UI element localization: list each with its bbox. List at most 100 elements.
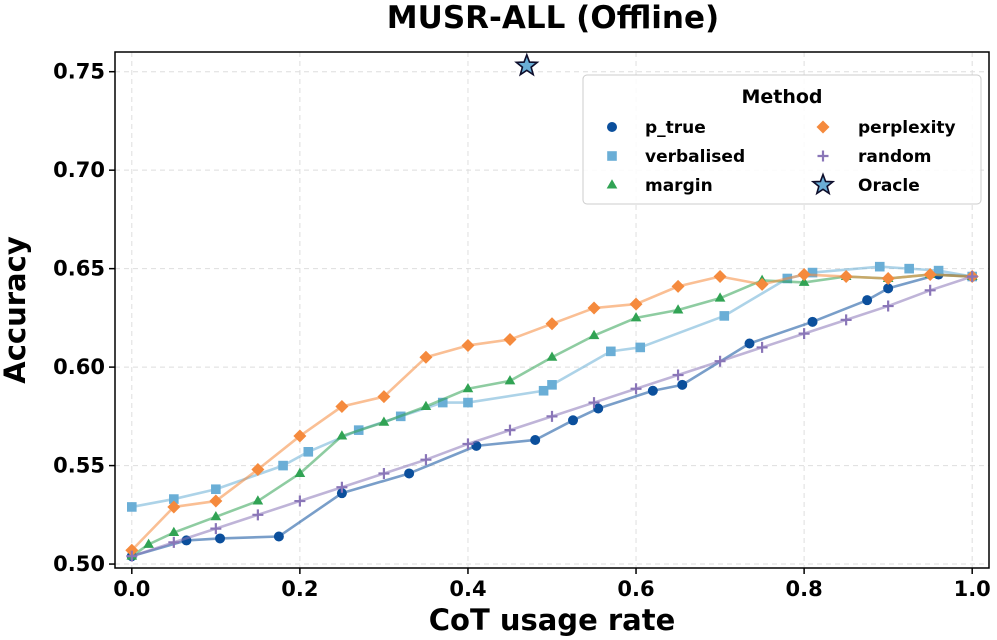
x-tick-label: 0.2 (281, 577, 318, 601)
data-point-verbalised (874, 261, 885, 272)
data-point-margin (714, 292, 726, 302)
data-point-margin (462, 382, 474, 393)
data-point-verbalised (278, 460, 288, 471)
chart-title: MUSR-ALL (Offline) (387, 0, 719, 36)
data-point-random (168, 536, 180, 548)
legend-item-p_true: p_true (607, 118, 706, 138)
data-point-perplexity (755, 277, 769, 291)
series-random (126, 271, 978, 562)
data-point-margin (588, 329, 600, 340)
data-point-margin (252, 495, 264, 505)
legend-title: Method (741, 86, 822, 108)
data-point-random (420, 454, 432, 466)
oracle-layer (514, 52, 540, 77)
data-point-perplexity (419, 350, 433, 364)
data-point-random (588, 397, 600, 409)
data-point-random (840, 314, 852, 326)
data-point-verbalised (635, 342, 646, 353)
data-point-perplexity (713, 270, 727, 284)
x-axis-label: CoT usage rate (429, 603, 676, 637)
data-point-verbalised (127, 502, 137, 512)
legend-item-Oracle: Oracle (810, 172, 920, 196)
data-point-random (294, 495, 306, 507)
data-point-p_true (568, 415, 579, 426)
data-point-random (504, 424, 516, 436)
legend-marker-p_true (607, 122, 617, 132)
data-point-perplexity (629, 297, 643, 311)
data-point-perplexity (545, 317, 559, 331)
data-point-verbalised (547, 380, 557, 390)
y-tick-label: 0.75 (53, 60, 105, 84)
legend-marker-Oracle (810, 172, 836, 196)
data-point-margin (336, 430, 348, 440)
data-point-margin (672, 304, 684, 314)
y-tick-label: 0.70 (53, 158, 105, 182)
data-point-verbalised (303, 447, 314, 457)
data-point-margin (210, 510, 222, 521)
legend-label-Oracle: Oracle (858, 176, 920, 196)
data-point-margin (168, 526, 180, 537)
plot-frame (114, 51, 990, 569)
data-point-p_true (744, 338, 755, 349)
data-point-perplexity (377, 390, 391, 404)
legend-marker-verbalised (607, 151, 617, 161)
data-point-p_true (471, 440, 482, 451)
data-point-verbalised (606, 346, 616, 357)
legend-item-margin: margin (606, 176, 713, 196)
data-point-p_true (647, 385, 658, 396)
data-point-verbalised (463, 397, 473, 408)
data-point-perplexity (881, 271, 895, 285)
legend-item-perplexity: perplexity (816, 118, 956, 138)
legend-box (582, 74, 982, 205)
data-point-verbalised (538, 385, 549, 396)
data-point-margin (378, 416, 390, 426)
data-point-perplexity (335, 400, 349, 414)
data-point-p_true (336, 488, 347, 499)
legend: Method p_true verbalised margin perplexity ra… (582, 74, 982, 205)
y-tick-label: 0.55 (53, 454, 105, 478)
y-axis-label: Accuracy (0, 236, 32, 384)
data-point-verbalised (807, 267, 818, 278)
legend-label-p_true: p_true (645, 118, 706, 138)
data-point-p_true (273, 531, 284, 542)
data-point-perplexity (461, 338, 475, 352)
data-point-perplexity (671, 279, 685, 293)
data-point-random (462, 438, 474, 450)
series-perplexity (125, 268, 979, 557)
data-point-margin (798, 276, 810, 286)
data-point-verbalised (933, 265, 944, 276)
x-tick-label: 0.4 (449, 577, 486, 601)
legend-label-verbalised: verbalised (645, 147, 745, 167)
data-point-margin (143, 538, 154, 548)
data-point-perplexity (293, 429, 307, 443)
data-point-random (672, 369, 684, 381)
data-point-random (210, 523, 222, 535)
data-point-p_true (807, 316, 818, 327)
data-point-margin (420, 400, 432, 410)
data-point-random (378, 467, 390, 479)
data-point-verbalised (169, 494, 179, 504)
data-point-verbalised (211, 484, 221, 495)
legend-label-random: random (858, 147, 932, 167)
data-point-random (714, 355, 726, 367)
y-tick-label: 0.50 (53, 552, 105, 576)
y-tick-label: 0.60 (53, 355, 105, 379)
data-point-verbalised (904, 263, 914, 274)
data-point-random (798, 328, 810, 340)
oracle-point (514, 52, 540, 77)
legend-label-margin: margin (645, 176, 713, 196)
legend-marker-random (817, 150, 829, 162)
data-point-p_true (530, 434, 541, 445)
data-point-p_true (862, 295, 873, 306)
data-point-random (336, 481, 348, 493)
data-point-random (252, 509, 264, 521)
x-tick-label: 1.0 (954, 577, 991, 601)
data-point-random (126, 550, 138, 562)
data-point-p_true (677, 379, 688, 390)
series-layer (125, 261, 979, 562)
data-point-p_true (215, 533, 226, 544)
data-point-perplexity (251, 463, 265, 477)
data-point-verbalised (719, 311, 730, 321)
x-tick-label: 0.0 (113, 577, 150, 601)
